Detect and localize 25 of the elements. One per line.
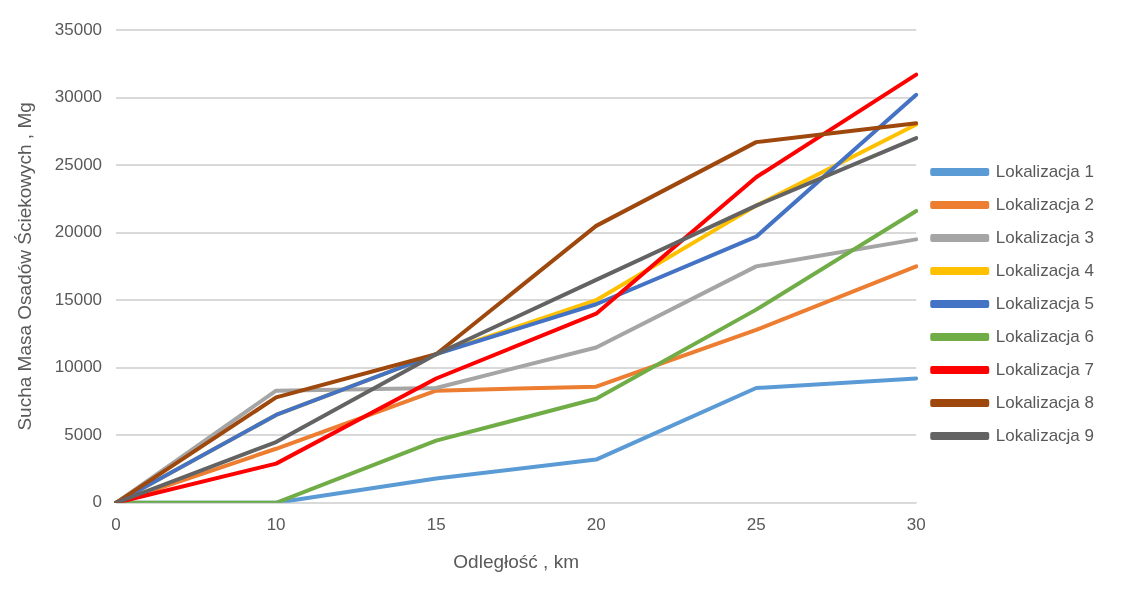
legend-label: Lokalizacja 4 — [995, 260, 1094, 280]
legend-label: Lokalizacja 8 — [995, 392, 1094, 412]
legend-label: Lokalizacja 5 — [995, 293, 1094, 313]
y-tick-label: 15000 — [54, 289, 103, 309]
y-tick-label: 5000 — [64, 424, 103, 444]
y-tick-label: 30000 — [54, 87, 103, 107]
y-tick-label: 10000 — [54, 357, 103, 377]
y-tick-label: 20000 — [54, 222, 103, 242]
legend-label: Lokalizacja 7 — [995, 359, 1094, 379]
legend-label: Lokalizacja 2 — [995, 194, 1094, 214]
x-tick-label: 30 — [906, 514, 926, 534]
legend-label: Lokalizacja 1 — [995, 161, 1094, 181]
x-axis-title: Odległość , km — [453, 550, 579, 572]
x-tick-label: 0 — [111, 514, 121, 534]
x-tick-label: 20 — [586, 514, 606, 534]
x-tick-label: 25 — [746, 514, 766, 534]
y-axis-title: Sucha Masa Osadów Ściekowych , Mg — [13, 102, 35, 431]
y-tick-label: 0 — [92, 492, 103, 512]
x-tick-label: 10 — [266, 514, 286, 534]
legend-label: Lokalizacja 3 — [995, 227, 1094, 247]
legend-label: Lokalizacja 6 — [995, 326, 1094, 346]
y-tick-label: 25000 — [54, 154, 103, 174]
y-tick-label: 35000 — [54, 19, 103, 39]
legend-label: Lokalizacja 9 — [995, 425, 1094, 445]
x-tick-label: 15 — [426, 514, 446, 534]
